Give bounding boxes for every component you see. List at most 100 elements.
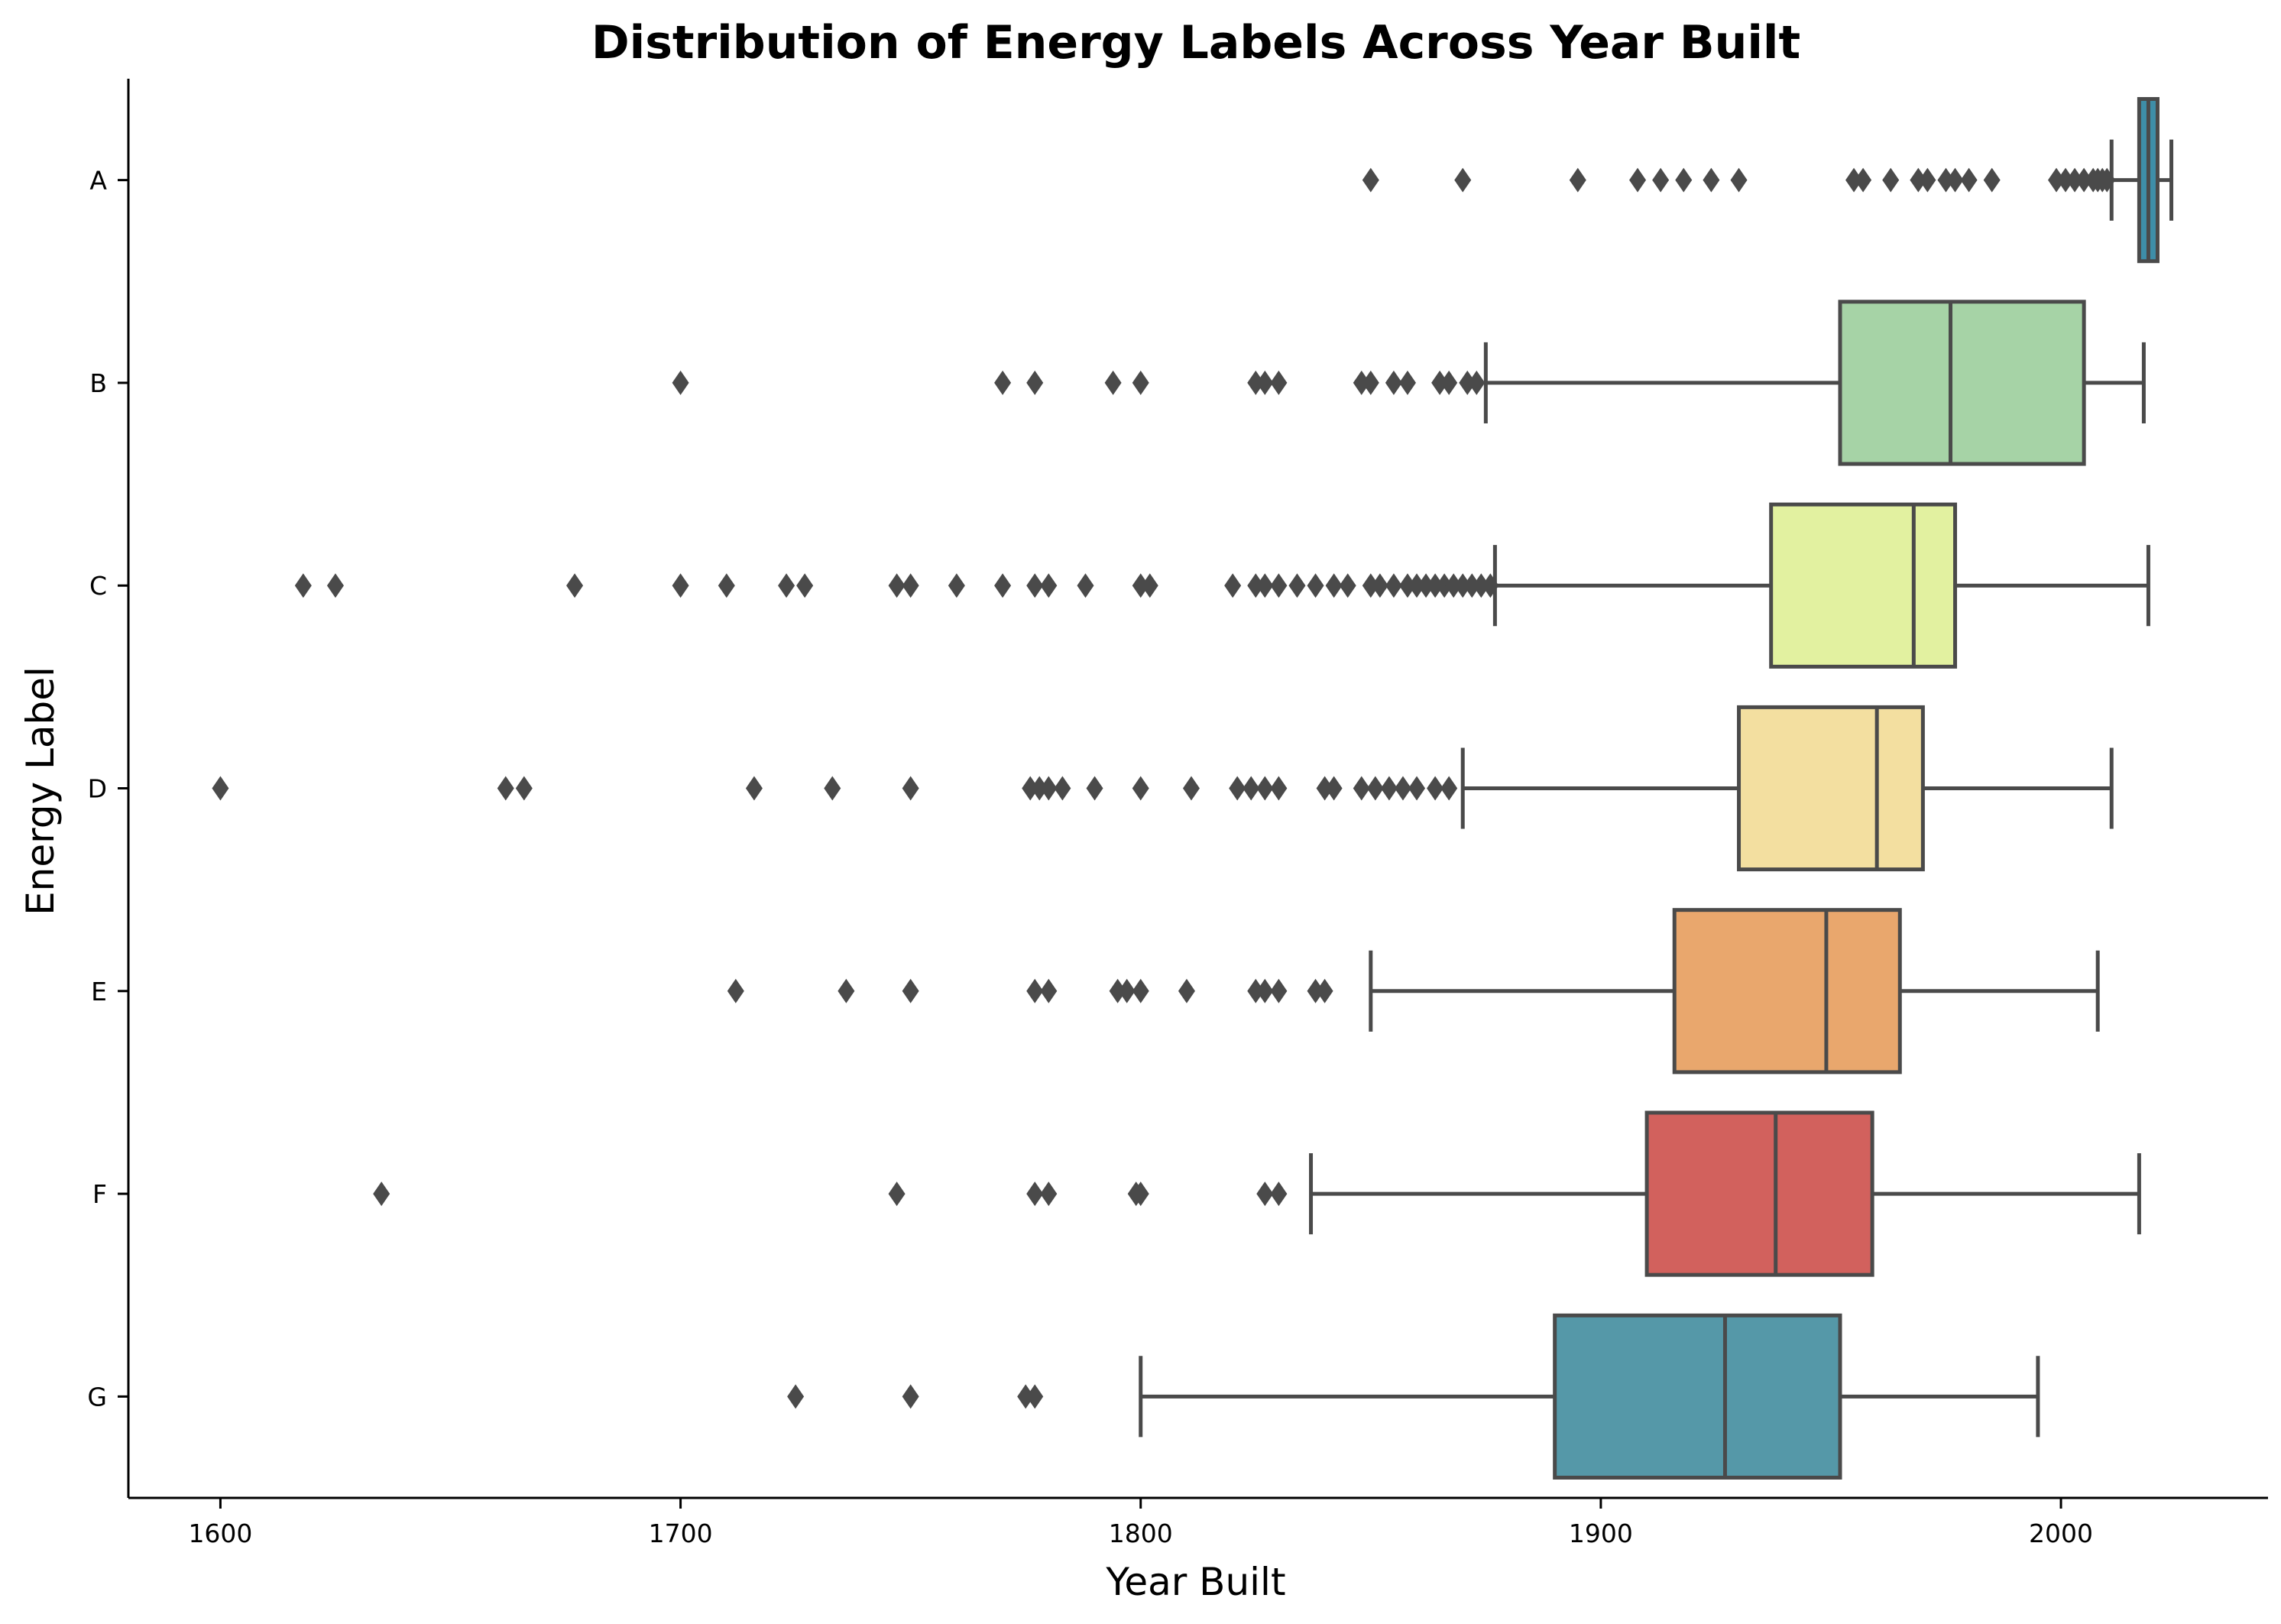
outlier-point [1182,776,1200,801]
outlier-point [1845,167,1863,193]
outlier-point [787,1384,805,1409]
outlier-point [902,776,919,801]
outlier-point [1463,573,1481,598]
outlier-point [1427,573,1444,598]
outlier-point [1362,167,1379,193]
outlier-point [1362,370,1379,395]
outlier-point [1118,978,1136,1003]
box-group-b [672,300,2146,466]
outlier-point [1473,573,1490,598]
outlier-point [1445,573,1463,598]
outlier-point [1385,370,1402,395]
outlier-point [1026,1182,1044,1207]
outlier-point [1040,1182,1058,1207]
outlier-point [1459,370,1476,395]
outlier-point [1270,1182,1288,1207]
outlier-point [1440,776,1458,801]
outlier-point [1362,573,1379,598]
outlier-point [1307,978,1324,1003]
outlier-point [1132,978,1149,1003]
box-group-g [787,1313,2040,1480]
y-tick-label: G [87,1382,107,1412]
outlier-point [1482,573,1499,598]
outlier-point [1229,776,1246,801]
outlier-point [1040,776,1058,801]
outlier-point [1910,167,1927,193]
outlier-point [2057,167,2075,193]
outlier-point [1256,1182,1274,1207]
box-group-e [727,908,2100,1075]
y-tick-label: A [89,166,107,196]
y-tick-label: C [89,571,107,601]
outlier-point [1675,167,1693,193]
outlier-point [888,573,906,598]
outlier-point [1017,1384,1035,1409]
outlier-point [1325,573,1343,598]
outlier-point [1919,167,1936,193]
box-iqr [1737,705,1925,872]
outlier-point [1132,573,1149,598]
outlier-point [1353,776,1370,801]
outlier-point [1652,167,1670,193]
box-group-a [1362,97,2174,264]
outlier-point [1855,167,1872,193]
outlier-point [778,573,795,598]
outlier-point [824,776,841,801]
y-tick-label: D [88,774,107,804]
outlier-point [1247,370,1265,395]
outlier-point [1569,167,1586,193]
outlier-point [1316,978,1333,1003]
outlier-point [672,370,689,395]
outlier-point [2066,167,2084,193]
outlier-point [294,573,312,598]
x-axis-ticks: 1600 1700 1800 1900 2000 [188,1498,2093,1548]
outlier-point [1054,776,1071,801]
box-group-d [212,705,2114,872]
outlier-point [1243,776,1260,801]
outlier-point [1022,776,1039,801]
outlier-point [1316,776,1333,801]
outlier-point [718,573,735,598]
box-iqr [1644,1110,1874,1277]
outlier-point [1380,776,1398,801]
outlier-point [1077,573,1094,598]
outlier-point [1339,573,1356,598]
x-axis-label: Year Built [1105,1560,1285,1604]
outlier-point [1132,1182,1149,1207]
outlier-point [1371,573,1388,598]
box-iqr [1553,1313,1842,1480]
outlier-point [1436,573,1453,598]
outlier-point [326,573,344,598]
y-tick-label: E [91,977,107,1006]
outlier-point [1224,573,1242,598]
outlier-point [1132,776,1149,801]
outlier-point [672,573,689,598]
outlier-point [902,978,919,1003]
outlier-point [2048,167,2066,193]
outlier-point [1026,978,1044,1003]
outlier-point [1256,978,1274,1003]
outlier-point [1408,776,1426,801]
outlier-point [1026,573,1044,598]
outlier-point [1270,776,1288,801]
outlier-point [1882,167,1900,193]
outlier-point [1104,370,1122,395]
outlier-point [1132,370,1149,395]
outlier-point [1256,370,1274,395]
outlier-point [1431,370,1449,395]
outlier-point [1256,573,1274,598]
outlier-point [515,776,533,801]
outlier-point [902,573,919,598]
outlier-point [1178,978,1195,1003]
outlier-point [2098,167,2116,193]
outlier-point [1418,573,1435,598]
outlier-point [1270,573,1288,598]
outlier-point [1040,978,1058,1003]
outlier-point [1629,167,1647,193]
box-iqr [1838,300,2086,466]
outlier-point [1288,573,1306,598]
chart-title: Distribution of Energy Labels Across Yea… [591,16,1800,70]
x-tick-label: 1700 [649,1519,713,1548]
outlier-point [1946,167,1964,193]
